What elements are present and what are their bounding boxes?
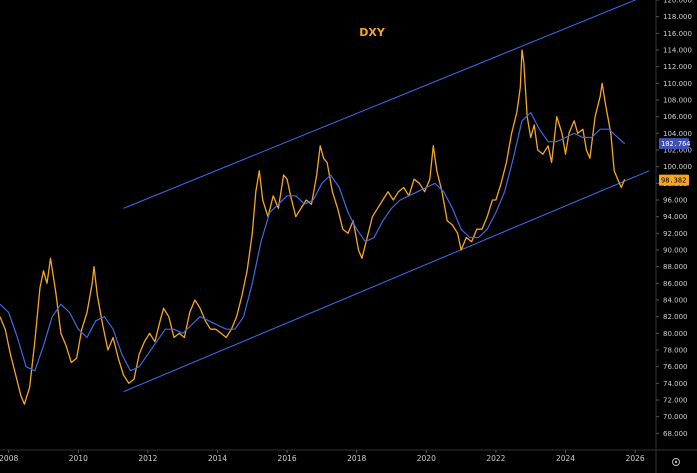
x-tick-label: 2008 [0, 454, 18, 463]
y-tick-label: 100.000 [663, 163, 692, 171]
y-tick-label: 88.000 [663, 263, 688, 271]
last-value-badges: 102.764 98.382 [659, 138, 691, 186]
y-tick-label: 76.000 [663, 363, 688, 371]
gear-icon[interactable] [672, 458, 680, 466]
y-tick-label: 120.000 [663, 0, 692, 5]
y-tick-label: 68.000 [663, 430, 688, 438]
y-tick-label: 70.000 [663, 413, 688, 421]
x-tick-label: 2010 [69, 454, 88, 463]
x-tick-label: 2016 [278, 454, 297, 463]
y-tick-label: 102.000 [663, 147, 692, 155]
time-axis[interactable]: 2008 2010 2012 2014 2016 2018 2020 2022 2024 2026 [0, 450, 645, 463]
y-tick-label: 110.000 [663, 80, 692, 88]
y-tick-label: 116.000 [663, 30, 692, 38]
x-tick-label: 2018 [347, 454, 366, 463]
y-tick-label: 90.000 [663, 247, 688, 255]
y-tick-label: 84.000 [663, 297, 688, 305]
trend-channel [123, 0, 650, 393]
y-tick-label: 72.000 [663, 397, 688, 405]
y-tick-label: 82.000 [663, 313, 688, 321]
x-tick-label: 2012 [138, 454, 157, 463]
channel-upper-line [123, 0, 637, 209]
y-tick-label: 108.000 [663, 97, 692, 105]
last-value-label: 102.764 [661, 140, 691, 148]
series-line-0 [0, 49, 626, 405]
series-layer [0, 49, 626, 405]
y-tick-label: 118.000 [663, 13, 692, 21]
y-tick-label: 94.000 [663, 213, 688, 221]
x-tick-label: 2020 [417, 454, 436, 463]
x-tick-label: 2024 [556, 454, 575, 463]
y-tick-label: 74.000 [663, 380, 688, 388]
y-tick-label: 114.000 [663, 47, 692, 55]
y-tick-label: 104.000 [663, 130, 692, 138]
x-tick-label: 2014 [208, 454, 227, 463]
y-tick-label: 112.000 [663, 63, 692, 71]
channel-lower-line [123, 170, 650, 393]
x-tick-label: 2026 [626, 454, 645, 463]
y-tick-label: 92.000 [663, 230, 688, 238]
series-line-1 [0, 111, 626, 372]
y-tick-label: 106.000 [663, 113, 692, 121]
y-tick-label: 78.000 [663, 347, 688, 355]
y-tick-label: 80.000 [663, 330, 688, 338]
y-tick-label: 96.000 [663, 197, 688, 205]
last-value-badge-0: 102.764 [659, 138, 691, 150]
last-value-label: 98.382 [661, 177, 686, 185]
last-value-badge-1: 98.382 [659, 174, 689, 186]
price-axis[interactable]: 68.000 70.000 72.000 74.000 76.000 78.000 80.0… [656, 0, 692, 438]
y-tick-label: 86.000 [663, 280, 688, 288]
x-tick-label: 2022 [486, 454, 505, 463]
chart-title: DXY [359, 26, 386, 39]
